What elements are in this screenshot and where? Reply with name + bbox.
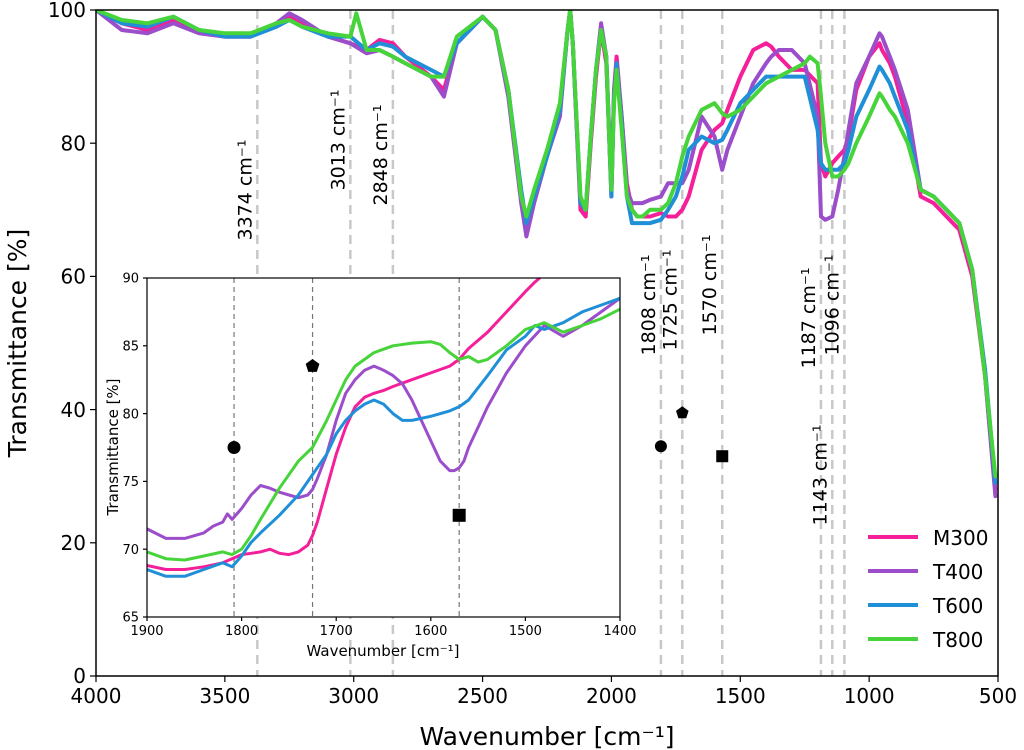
legend: M300 T400 T600 T800 <box>868 526 988 652</box>
y-tick-label: 85 <box>122 339 139 354</box>
inset-frame <box>146 277 621 618</box>
legend-label: M300 <box>933 526 988 550</box>
series-line-t800 <box>96 10 998 479</box>
main-series-group <box>96 10 998 499</box>
inset-y-axis-ticks: 65 70 75 80 85 90 <box>122 272 147 626</box>
reference-label-1096: 1096 cm⁻¹ <box>821 255 843 356</box>
reference-label-1187: 1187 cm⁻¹ <box>798 268 820 369</box>
main-plot-frame <box>95 9 999 677</box>
pentagon-marker <box>305 359 320 372</box>
x-tick-label: 1500 <box>509 624 542 639</box>
inset-series-group <box>147 278 620 578</box>
reference-label-1143: 1143 cm⁻¹ <box>809 425 831 526</box>
x-tick-label: 1500 <box>715 684 766 708</box>
x-tick-label: 1800 <box>225 624 258 639</box>
main-x-axis-ticks: 4000 3500 3000 2500 2000 1500 1000 500 <box>71 676 1017 708</box>
reference-label-1570: 1570 cm⁻¹ <box>699 235 721 336</box>
y-tick-label: 65 <box>122 611 139 626</box>
legend-item-m300: M300 <box>868 526 988 550</box>
reference-label-1808: 1808 cm⁻¹ <box>638 255 660 356</box>
y-tick-label: 60 <box>61 265 86 289</box>
x-tick-label: 3500 <box>199 684 250 708</box>
inset-markers <box>227 359 466 522</box>
reference-line-labels: 3374 cm⁻¹ 3013 cm⁻¹ 2848 cm⁻¹ 1808 cm⁻¹ 1725… <box>234 90 843 526</box>
series-line-m300 <box>147 278 542 571</box>
main-y-axis-label: Transmittance [%] <box>3 229 32 458</box>
main-x-axis-label: Wavenumber [cm⁻¹] <box>420 722 675 750</box>
y-tick-label: 40 <box>61 398 86 422</box>
legend-label: T600 <box>932 594 983 618</box>
x-tick-label: 2000 <box>586 684 637 708</box>
inset-plot: 1900 1800 1700 1600 1500 1400 65 70 75 80 85 90 Wa… <box>104 272 637 660</box>
legend-item-t600: T600 <box>868 594 983 618</box>
reference-label-3013: 3013 cm⁻¹ <box>327 90 349 191</box>
x-tick-label: 1900 <box>130 624 163 639</box>
x-tick-label: 2500 <box>457 684 508 708</box>
y-tick-label: 80 <box>61 131 86 155</box>
x-tick-label: 1700 <box>320 624 353 639</box>
circle-marker <box>227 441 241 454</box>
main-plot: 4000 3500 3000 2500 2000 1500 1000 500 0 20 40 60 8… <box>3 0 1017 750</box>
main-markers <box>654 406 729 463</box>
x-tick-label: 3000 <box>328 684 379 708</box>
legend-item-t400: T400 <box>868 560 983 584</box>
reference-label-1725: 1725 cm⁻¹ <box>659 250 681 351</box>
square-marker <box>716 450 729 463</box>
circle-marker <box>654 440 667 453</box>
series-line-t400 <box>147 296 620 540</box>
reference-label-2848: 2848 cm⁻¹ <box>370 105 392 206</box>
y-tick-label: 100 <box>48 0 86 22</box>
square-marker <box>452 508 466 522</box>
x-tick-label: 1000 <box>844 684 895 708</box>
y-tick-label: 20 <box>61 531 86 555</box>
y-tick-label: 80 <box>122 407 139 422</box>
legend-label: T400 <box>932 560 983 584</box>
x-tick-label: 1600 <box>414 624 447 639</box>
inset-reference-lines <box>233 278 460 617</box>
x-tick-label: 500 <box>979 684 1017 708</box>
inset-x-axis-ticks: 1900 1800 1700 1600 1500 1400 <box>130 617 637 639</box>
legend-label: T800 <box>932 628 983 652</box>
reference-label-3374: 3374 cm⁻¹ <box>234 140 256 241</box>
series-line-t600 <box>147 296 620 578</box>
pentagon-marker <box>676 406 689 419</box>
inset-x-axis-label: Wavenumber [cm⁻¹] <box>307 642 460 660</box>
y-tick-label: 90 <box>122 272 139 287</box>
series-line-t800 <box>147 307 620 562</box>
x-tick-label: 1400 <box>603 624 636 639</box>
y-tick-label: 70 <box>122 543 139 558</box>
x-tick-label: 4000 <box>71 684 122 708</box>
main-y-axis-ticks: 0 20 40 60 80 100 <box>48 0 96 688</box>
inset-y-axis-label: Transmittance [%] <box>104 378 122 516</box>
y-tick-label: 75 <box>122 475 139 490</box>
y-tick-label: 0 <box>73 664 86 688</box>
legend-item-t800: T800 <box>868 628 983 652</box>
